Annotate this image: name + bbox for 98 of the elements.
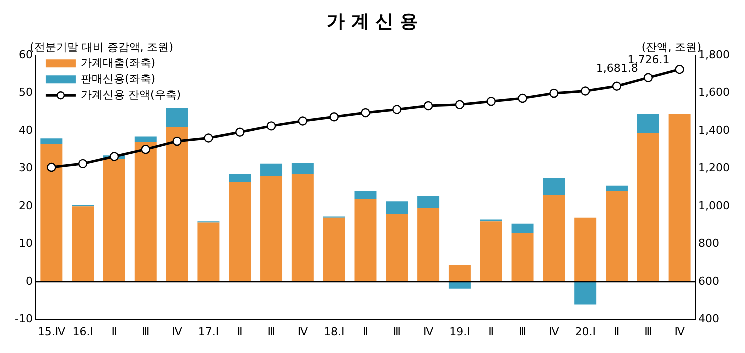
bar — [543, 195, 566, 282]
point — [172, 136, 182, 146]
chart-title: 가 계 신 용 — [327, 11, 418, 32]
bar — [574, 218, 597, 282]
bar — [418, 208, 440, 282]
bar — [292, 163, 314, 174]
legend-label: 판매신용(좌축) — [80, 72, 156, 86]
y-tick-label: 30 — [18, 162, 33, 175]
y-tick-label: 40 — [18, 124, 33, 137]
point — [266, 122, 276, 131]
x-tick-label: 16.Ⅰ — [72, 325, 94, 338]
x-tick-label: Ⅲ — [518, 325, 527, 338]
bar — [418, 196, 440, 208]
bar — [512, 224, 534, 233]
y2-tick-label: 400 — [698, 312, 720, 326]
bar — [354, 191, 377, 200]
bar — [637, 114, 660, 133]
y2-tick-label: 600 — [698, 274, 720, 288]
y-tick-label: 50 — [18, 86, 33, 100]
point — [518, 94, 528, 104]
bar — [40, 138, 63, 144]
point — [298, 116, 308, 126]
point — [550, 88, 559, 98]
point — [330, 112, 339, 122]
point — [141, 144, 150, 154]
x-tick-label: Ⅱ — [112, 325, 118, 338]
bar — [386, 202, 408, 214]
point — [236, 128, 245, 138]
x-tick-label: Ⅳ — [674, 325, 686, 338]
x-tick-label: 19.Ⅰ — [450, 325, 470, 338]
point — [612, 82, 622, 91]
x-tick-label: Ⅲ — [644, 325, 652, 338]
bar — [480, 222, 502, 282]
x-tick-label: Ⅳ — [549, 325, 560, 338]
y-tick-label: 20 — [18, 199, 33, 212]
x-tick-label: Ⅱ — [614, 325, 620, 338]
legend-label: 가계대출(좌축) — [80, 56, 156, 70]
y2-tick-label: 1,600 — [698, 86, 730, 100]
bar — [543, 178, 566, 196]
x-tick-label: Ⅲ — [142, 325, 150, 338]
y-tick-label: 10 — [18, 237, 33, 250]
bar — [229, 174, 252, 182]
bar — [198, 222, 220, 282]
x-tick-label: 17.Ⅰ — [198, 325, 220, 338]
point — [580, 86, 590, 96]
point — [204, 134, 214, 143]
point — [675, 64, 684, 74]
bar — [574, 282, 597, 305]
point — [424, 101, 434, 111]
x-tick-label: Ⅱ — [488, 325, 494, 338]
data-label: 1,726.1 — [628, 53, 670, 66]
x-tick-label: 18.Ⅰ — [324, 325, 345, 338]
text: (잔액, 조원) — [642, 40, 702, 54]
bar — [134, 142, 157, 282]
x-tick-label: 15.Ⅳ — [38, 325, 66, 338]
point — [361, 108, 370, 118]
x-tick-label: Ⅱ — [363, 325, 368, 338]
bar — [637, 132, 660, 282]
bar — [606, 191, 628, 282]
bar — [72, 206, 94, 282]
bar — [448, 265, 471, 282]
x-tick-label: Ⅲ — [268, 325, 276, 338]
bar — [40, 144, 63, 282]
bar — [386, 214, 408, 282]
x-tick-label: Ⅳ — [423, 325, 434, 338]
x-tick-label: Ⅳ — [298, 325, 309, 338]
point — [78, 159, 88, 169]
point — [644, 73, 653, 83]
x-tick-label: Ⅳ — [172, 325, 184, 338]
x-tick-label: Ⅱ — [237, 325, 243, 338]
bar — [292, 174, 314, 282]
y2-tick-label: 800 — [698, 237, 720, 250]
point — [392, 105, 402, 114]
y2-tick-label: 1,200 — [698, 162, 730, 175]
bar — [448, 282, 471, 289]
point — [486, 97, 496, 106]
bar — [166, 127, 188, 282]
bar — [668, 114, 691, 282]
bar — [606, 186, 628, 192]
bar — [512, 232, 534, 282]
point — [47, 162, 56, 172]
bar — [229, 182, 252, 282]
bar — [260, 164, 283, 176]
y2-tick-label: 1,000 — [698, 199, 730, 212]
bar — [354, 199, 377, 282]
x-tick-label: Ⅲ — [393, 325, 401, 338]
x-tick-label: 20.Ⅰ — [575, 325, 596, 338]
bar — [323, 218, 346, 282]
point — [110, 152, 120, 162]
bar — [260, 176, 283, 282]
legend-label: 가계신용 잔액(우축) — [80, 88, 182, 102]
y2-tick-label: 1,400 — [698, 124, 730, 137]
bar — [166, 108, 188, 128]
y-tick-label: -10 — [15, 312, 33, 326]
y-tick-label: 0 — [26, 274, 33, 288]
bar — [103, 159, 126, 282]
bar — [134, 136, 157, 142]
point — [455, 100, 465, 110]
